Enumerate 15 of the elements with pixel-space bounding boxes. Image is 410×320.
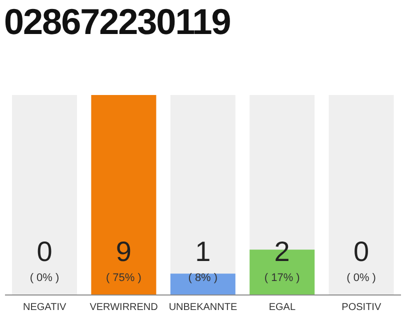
annotation: 1 [195,236,211,267]
annotation: 0 [354,236,370,267]
data-label: ( 17% ) [264,272,300,284]
chart-title: 028672230119 [4,0,230,44]
x-tick-label: UNBEKANNTE [168,302,238,314]
x-tick-label: EGAL [268,302,296,314]
data-label: ( 75% ) [106,272,142,284]
x-tick-label: POSITIV [342,302,382,314]
data-label: ( 0% ) [30,272,60,284]
annotation: 9 [116,236,132,267]
data-label: ( 8% ) [188,272,218,284]
x-tick-label: VERWIRREND [90,302,158,314]
annotation: 0 [36,236,52,267]
x-tick-label: NEGATIV [23,302,67,314]
data-label: ( 0% ) [346,272,376,284]
